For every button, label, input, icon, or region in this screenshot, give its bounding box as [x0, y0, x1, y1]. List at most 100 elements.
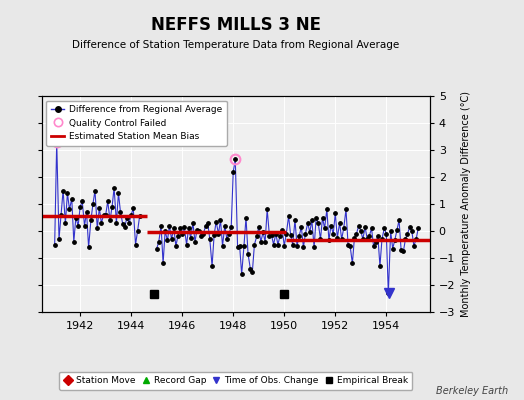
- Point: [412, 236, 420, 242]
- Point: [363, 236, 372, 242]
- Point: [91, 187, 99, 194]
- Text: NEFFS MILLS 3 NE: NEFFS MILLS 3 NE: [151, 16, 321, 34]
- Point: [406, 224, 414, 230]
- Point: [112, 220, 121, 226]
- Point: [195, 228, 203, 234]
- Point: [180, 224, 189, 230]
- Point: [231, 156, 239, 163]
- Point: [208, 263, 216, 269]
- Point: [205, 236, 214, 242]
- Point: [121, 224, 129, 230]
- Point: [348, 260, 356, 267]
- Point: [399, 248, 408, 254]
- Point: [116, 209, 125, 215]
- Point: [361, 224, 369, 230]
- Point: [395, 217, 403, 223]
- Point: [384, 290, 392, 296]
- Point: [287, 232, 295, 238]
- Point: [106, 217, 114, 223]
- Point: [340, 225, 348, 232]
- Point: [365, 233, 374, 240]
- Point: [82, 209, 91, 215]
- Point: [104, 198, 112, 204]
- Point: [227, 224, 235, 230]
- Point: [333, 234, 342, 241]
- Point: [123, 214, 131, 221]
- Point: [221, 222, 229, 229]
- Point: [219, 243, 227, 249]
- Point: [293, 243, 301, 249]
- Point: [401, 236, 410, 242]
- Point: [316, 236, 325, 242]
- Point: [291, 217, 299, 223]
- Point: [235, 243, 244, 249]
- Point: [408, 228, 416, 234]
- Point: [93, 225, 102, 232]
- Point: [214, 230, 223, 237]
- Point: [199, 230, 208, 237]
- Text: Difference of Station Temperature Data from Regional Average: Difference of Station Temperature Data f…: [72, 40, 399, 50]
- Point: [110, 185, 118, 191]
- Point: [80, 222, 89, 229]
- Point: [129, 205, 137, 211]
- Point: [255, 224, 263, 230]
- Point: [187, 234, 195, 241]
- Point: [265, 233, 274, 240]
- Point: [132, 241, 140, 248]
- Point: [114, 190, 123, 196]
- Point: [369, 243, 378, 249]
- Point: [388, 245, 397, 252]
- Point: [278, 226, 287, 233]
- Point: [55, 236, 63, 242]
- Point: [250, 241, 259, 248]
- Point: [410, 243, 418, 249]
- Point: [271, 230, 280, 237]
- Point: [225, 230, 233, 237]
- Point: [63, 190, 72, 196]
- Point: [393, 226, 401, 233]
- Point: [203, 220, 212, 226]
- Point: [355, 222, 363, 229]
- Point: [197, 233, 205, 240]
- Point: [184, 225, 193, 232]
- Legend: Station Move, Record Gap, Time of Obs. Change, Empirical Break: Station Move, Record Gap, Time of Obs. C…: [59, 372, 412, 390]
- Point: [358, 236, 367, 242]
- Point: [244, 251, 252, 257]
- Point: [325, 237, 333, 244]
- Point: [173, 233, 182, 240]
- Point: [414, 225, 422, 232]
- Point: [376, 263, 384, 269]
- Point: [274, 241, 282, 248]
- Point: [125, 220, 133, 226]
- Point: [68, 195, 76, 202]
- Point: [397, 247, 405, 253]
- Point: [155, 238, 163, 245]
- Point: [157, 222, 165, 229]
- Point: [350, 234, 358, 241]
- Point: [223, 236, 231, 242]
- Point: [310, 244, 318, 250]
- Point: [66, 206, 74, 213]
- Point: [259, 229, 267, 236]
- Point: [127, 212, 135, 218]
- Text: Berkeley Earth: Berkeley Earth: [436, 386, 508, 396]
- Point: [378, 236, 386, 242]
- Point: [280, 243, 288, 249]
- Point: [319, 214, 327, 221]
- Point: [323, 206, 331, 213]
- Point: [59, 187, 67, 194]
- Point: [390, 237, 399, 244]
- Point: [246, 266, 255, 272]
- Point: [299, 244, 308, 250]
- Point: [253, 233, 261, 240]
- Point: [52, 139, 61, 145]
- Point: [163, 237, 172, 244]
- Point: [352, 230, 361, 237]
- Point: [403, 230, 412, 237]
- Point: [372, 238, 380, 245]
- Point: [314, 220, 322, 226]
- Point: [89, 201, 97, 207]
- Point: [100, 212, 108, 218]
- Point: [346, 243, 354, 249]
- Point: [202, 222, 210, 229]
